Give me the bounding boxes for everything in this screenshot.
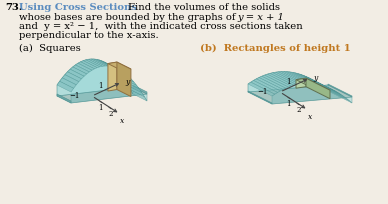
Polygon shape bbox=[328, 85, 352, 98]
Polygon shape bbox=[117, 63, 131, 97]
Text: Using Cross Sections: Using Cross Sections bbox=[19, 3, 137, 12]
Polygon shape bbox=[309, 78, 336, 92]
Polygon shape bbox=[107, 64, 123, 73]
Polygon shape bbox=[325, 89, 352, 103]
Polygon shape bbox=[306, 77, 333, 90]
Polygon shape bbox=[120, 76, 137, 86]
Polygon shape bbox=[57, 82, 74, 93]
Polygon shape bbox=[267, 74, 294, 87]
Text: and  y = x² − 1,  with the indicated cross sections taken: and y = x² − 1, with the indicated cross… bbox=[19, 22, 303, 31]
Text: Find the volumes of the solids: Find the volumes of the solids bbox=[128, 3, 280, 12]
Polygon shape bbox=[65, 72, 81, 82]
Polygon shape bbox=[81, 61, 97, 69]
Polygon shape bbox=[296, 79, 306, 89]
Polygon shape bbox=[295, 73, 322, 86]
Polygon shape bbox=[273, 73, 300, 85]
Polygon shape bbox=[253, 80, 280, 93]
Polygon shape bbox=[83, 61, 100, 68]
Text: 1: 1 bbox=[98, 82, 102, 90]
Polygon shape bbox=[248, 72, 328, 93]
Polygon shape bbox=[133, 86, 147, 94]
Polygon shape bbox=[123, 79, 139, 89]
Polygon shape bbox=[262, 76, 289, 89]
Polygon shape bbox=[60, 78, 76, 89]
Polygon shape bbox=[86, 60, 102, 68]
Polygon shape bbox=[57, 88, 147, 103]
Polygon shape bbox=[62, 75, 79, 85]
Polygon shape bbox=[275, 72, 302, 85]
Text: 73.: 73. bbox=[5, 3, 23, 12]
Text: x: x bbox=[120, 116, 124, 124]
Polygon shape bbox=[117, 73, 134, 83]
Polygon shape bbox=[125, 82, 142, 93]
Polygon shape bbox=[91, 60, 108, 67]
Polygon shape bbox=[259, 77, 286, 90]
Text: y: y bbox=[313, 74, 317, 82]
Text: (b)  Rectangles of height 1: (b) Rectangles of height 1 bbox=[200, 44, 351, 53]
Polygon shape bbox=[57, 94, 71, 103]
Polygon shape bbox=[251, 81, 277, 95]
Polygon shape bbox=[270, 73, 297, 86]
Polygon shape bbox=[248, 86, 352, 104]
Text: y: y bbox=[125, 78, 129, 86]
Text: 1: 1 bbox=[98, 103, 102, 111]
Text: −1: −1 bbox=[69, 92, 80, 100]
Polygon shape bbox=[296, 79, 330, 92]
Polygon shape bbox=[130, 90, 147, 102]
Polygon shape bbox=[112, 68, 129, 77]
Polygon shape bbox=[312, 80, 338, 93]
Polygon shape bbox=[272, 84, 352, 104]
Text: 1: 1 bbox=[286, 78, 290, 86]
Polygon shape bbox=[314, 81, 341, 95]
Text: 2: 2 bbox=[297, 105, 301, 113]
Polygon shape bbox=[284, 72, 311, 84]
Polygon shape bbox=[78, 62, 95, 71]
Polygon shape bbox=[256, 78, 283, 91]
Polygon shape bbox=[108, 63, 131, 71]
Polygon shape bbox=[289, 73, 316, 85]
Text: y = x + 1: y = x + 1 bbox=[237, 12, 284, 21]
Polygon shape bbox=[73, 66, 89, 74]
Polygon shape bbox=[115, 70, 131, 80]
Polygon shape bbox=[99, 61, 116, 69]
Polygon shape bbox=[248, 92, 272, 104]
Text: perpendicular to the x-axis.: perpendicular to the x-axis. bbox=[19, 31, 159, 40]
Polygon shape bbox=[68, 70, 84, 79]
Polygon shape bbox=[320, 85, 346, 99]
Polygon shape bbox=[265, 75, 291, 88]
Polygon shape bbox=[57, 60, 133, 96]
Text: −1: −1 bbox=[258, 88, 268, 95]
Text: 2: 2 bbox=[109, 110, 113, 118]
Polygon shape bbox=[292, 73, 319, 85]
Polygon shape bbox=[109, 66, 126, 75]
Polygon shape bbox=[248, 83, 275, 96]
Polygon shape bbox=[108, 63, 117, 92]
Polygon shape bbox=[104, 63, 121, 71]
Polygon shape bbox=[306, 79, 330, 99]
Polygon shape bbox=[300, 75, 327, 88]
Polygon shape bbox=[75, 64, 92, 73]
Polygon shape bbox=[298, 74, 324, 87]
Text: (a)  Squares: (a) Squares bbox=[19, 44, 81, 53]
Polygon shape bbox=[96, 60, 113, 68]
Polygon shape bbox=[71, 67, 147, 103]
Polygon shape bbox=[88, 60, 105, 67]
Polygon shape bbox=[322, 87, 349, 101]
Polygon shape bbox=[317, 83, 344, 97]
Polygon shape bbox=[281, 72, 308, 84]
Polygon shape bbox=[94, 60, 110, 67]
Polygon shape bbox=[278, 72, 305, 84]
Text: whose bases are bounded by the graphs of: whose bases are bounded by the graphs of bbox=[19, 12, 236, 21]
Polygon shape bbox=[287, 72, 314, 84]
Text: x: x bbox=[308, 112, 312, 120]
Polygon shape bbox=[128, 86, 144, 97]
Polygon shape bbox=[102, 61, 118, 70]
Text: 1: 1 bbox=[286, 100, 290, 108]
Polygon shape bbox=[70, 68, 87, 77]
Polygon shape bbox=[303, 76, 330, 89]
